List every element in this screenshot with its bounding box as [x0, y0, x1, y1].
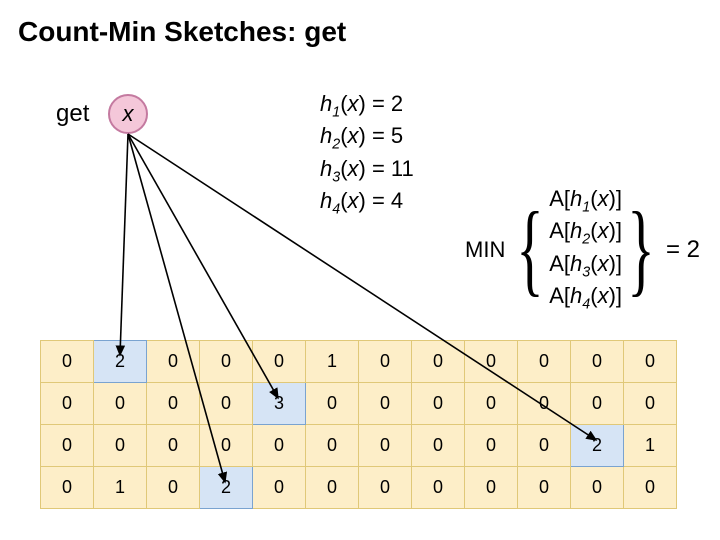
table-cell: 0 [94, 383, 147, 425]
table-cell: 2 [200, 467, 253, 509]
table-row: 000030000000 [41, 383, 677, 425]
table-cell: 0 [465, 425, 518, 467]
table-cell: 0 [518, 467, 571, 509]
hash-function-list: h1(x) = 2h2(x) = 5h3(x) = 11h4(x) = 4 [320, 90, 414, 219]
table-cell: 0 [41, 467, 94, 509]
table-cell: 0 [571, 341, 624, 383]
table-cell: 0 [624, 383, 677, 425]
table-cell: 2 [94, 341, 147, 383]
table-cell: 0 [359, 467, 412, 509]
page-title: Count-Min Sketches: get [18, 16, 346, 48]
table-cell: 0 [571, 383, 624, 425]
hash-line: h3(x) = 11 [320, 155, 414, 187]
table-row: 000000000021 [41, 425, 677, 467]
table-cell: 0 [253, 425, 306, 467]
get-label: get [56, 100, 89, 128]
table-cell: 0 [200, 425, 253, 467]
table-cell: 0 [359, 383, 412, 425]
table-cell: 0 [147, 467, 200, 509]
table-cell: 0 [465, 341, 518, 383]
min-item: A[h1(x)] [549, 185, 622, 217]
table-cell: 0 [359, 425, 412, 467]
min-label: MIN [465, 237, 505, 263]
table-cell: 0 [518, 425, 571, 467]
table-cell: 0 [412, 467, 465, 509]
hash-line: h4(x) = 4 [320, 187, 414, 219]
right-brace-icon: } [627, 205, 654, 293]
table-cell: 0 [41, 383, 94, 425]
table-cell: 0 [518, 341, 571, 383]
table-cell: 0 [571, 467, 624, 509]
hash-line: h2(x) = 5 [320, 122, 414, 154]
table-cell: 0 [94, 425, 147, 467]
table-cell: 1 [306, 341, 359, 383]
sketch-table: 0200010000000000300000000000000000210102… [40, 340, 677, 509]
hash-line: h1(x) = 2 [320, 90, 414, 122]
min-items: A[h1(x)]A[h2(x)]A[h3(x)]A[h4(x)] [549, 185, 622, 314]
min-item: A[h3(x)] [549, 250, 622, 282]
table-cell: 0 [306, 467, 359, 509]
table-cell: 0 [306, 425, 359, 467]
min-item: A[h4(x)] [549, 282, 622, 314]
table-row: 010200000000 [41, 467, 677, 509]
table-cell: 0 [147, 383, 200, 425]
min-expression: MIN { A[h1(x)]A[h2(x)]A[h3(x)]A[h4(x)] }… [465, 185, 700, 314]
table-cell: 0 [147, 425, 200, 467]
min-item: A[h2(x)] [549, 217, 622, 249]
table-cell: 3 [253, 383, 306, 425]
table-cell: 0 [412, 425, 465, 467]
x-node-label: x [123, 101, 134, 127]
left-brace-icon: { [517, 205, 544, 293]
table-cell: 2 [571, 425, 624, 467]
table-row: 020001000000 [41, 341, 677, 383]
table-cell: 0 [624, 341, 677, 383]
table-cell: 0 [147, 341, 200, 383]
table-cell: 0 [41, 341, 94, 383]
sketch-table-wrap: 0200010000000000300000000000000000210102… [40, 340, 677, 509]
min-result: = 2 [666, 236, 700, 264]
table-cell: 0 [412, 341, 465, 383]
table-cell: 0 [412, 383, 465, 425]
table-cell: 1 [624, 425, 677, 467]
table-cell: 0 [624, 467, 677, 509]
hash-arrow [120, 134, 128, 355]
table-cell: 0 [253, 341, 306, 383]
table-cell: 0 [200, 341, 253, 383]
x-node: x [108, 94, 148, 134]
table-cell: 0 [518, 383, 571, 425]
table-cell: 0 [253, 467, 306, 509]
table-cell: 0 [465, 383, 518, 425]
table-cell: 0 [359, 341, 412, 383]
table-cell: 0 [465, 467, 518, 509]
table-cell: 0 [41, 425, 94, 467]
table-cell: 1 [94, 467, 147, 509]
table-cell: 0 [200, 383, 253, 425]
table-cell: 0 [306, 383, 359, 425]
